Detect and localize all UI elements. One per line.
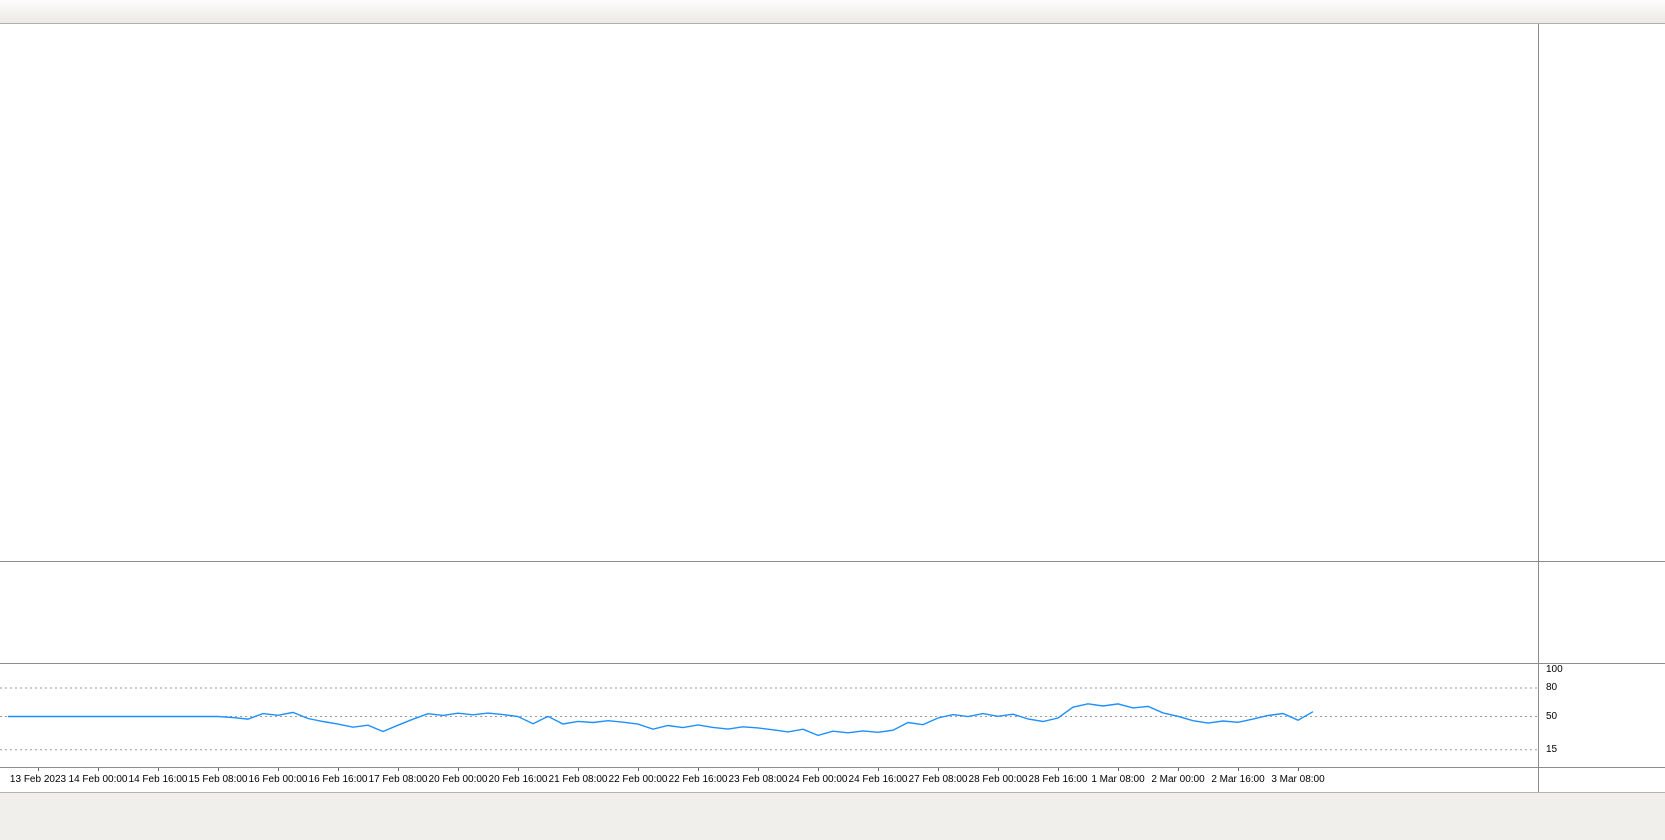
time-axis-label: 3 Mar 08:00: [1271, 774, 1325, 785]
pane-separator[interactable]: [0, 561, 1665, 562]
rsi-axis-label-100: 100: [1546, 664, 1563, 675]
price-axis[interactable]: 100 80 50 15: [1539, 24, 1665, 792]
time-axis-tick: [278, 768, 279, 771]
time-axis-label: 24 Feb 00:00: [788, 774, 848, 785]
time-axis-label: 27 Feb 08:00: [908, 774, 968, 785]
rsi-line: [8, 703, 1314, 737]
time-axis-tick: [518, 768, 519, 771]
price-chart-pane[interactable]: [0, 24, 1538, 561]
time-axis-tick: [878, 768, 879, 771]
time-axis-tick: [758, 768, 759, 771]
time-axis-tick: [818, 768, 819, 771]
time-axis-label: 24 Feb 16:00: [848, 774, 908, 785]
time-axis[interactable]: 13 Feb 2023 14 Feb 00:00 14 Feb 16:00 15 Fe…: [0, 768, 1538, 792]
time-axis-label: 16 Feb 16:00: [308, 774, 368, 785]
time-axis-tick: [158, 768, 159, 771]
price-chart-canvas: [0, 24, 1538, 561]
time-axis-tick: [1058, 768, 1059, 771]
time-axis-label: 28 Feb 00:00: [968, 774, 1028, 785]
time-axis-label: 1 Mar 08:00: [1091, 774, 1145, 785]
rsi-axis-label-50: 50: [1546, 711, 1558, 722]
time-axis-tick: [638, 768, 639, 771]
time-axis-tick: [398, 768, 399, 771]
time-axis-tick: [98, 768, 99, 771]
time-axis-label: 20 Feb 00:00: [428, 774, 488, 785]
time-axis-label: 14 Feb 16:00: [128, 774, 188, 785]
time-axis-tick: [998, 768, 999, 771]
time-axis-tick: [698, 768, 699, 771]
pane-separator[interactable]: [0, 663, 1665, 664]
time-axis-tick: [578, 768, 579, 771]
rsi-canvas: [0, 687, 1538, 751]
time-axis-tick: [218, 768, 219, 771]
time-axis-label: 2 Mar 16:00: [1211, 774, 1265, 785]
time-axis-label: 17 Feb 08:00: [368, 774, 428, 785]
bottom-spacer: [0, 793, 1665, 840]
time-axis-label: 15 Feb 08:00: [188, 774, 248, 785]
time-axis-tick: [1298, 768, 1299, 771]
time-axis-label: 22 Feb 16:00: [668, 774, 728, 785]
macd-indicator-pane[interactable]: [0, 562, 1538, 663]
time-axis-label: 16 Feb 00:00: [248, 774, 308, 785]
time-axis-label: 28 Feb 16:00: [1028, 774, 1088, 785]
time-axis-tick: [938, 768, 939, 771]
time-axis-label: 13 Feb 2023: [9, 774, 67, 785]
time-axis-label: 23 Feb 08:00: [728, 774, 788, 785]
time-axis-tick: [1238, 768, 1239, 771]
time-axis-tick: [458, 768, 459, 771]
time-axis-label: 21 Feb 08:00: [548, 774, 608, 785]
time-axis-tick: [338, 768, 339, 771]
macd-canvas: [0, 562, 1538, 663]
window-edge: [0, 792, 1665, 793]
time-axis-tick: [1118, 768, 1119, 771]
time-axis-label: 22 Feb 00:00: [608, 774, 668, 785]
time-axis-label: 14 Feb 00:00: [68, 774, 128, 785]
time-axis-label: 20 Feb 16:00: [488, 774, 548, 785]
time-axis-tick: [1178, 768, 1179, 771]
rsi-axis-label-80: 80: [1546, 682, 1558, 693]
axis-border: [1538, 24, 1539, 792]
rsi-axis-label-15: 15: [1546, 744, 1558, 755]
rsi-indicator-pane[interactable]: [0, 664, 1538, 767]
toolbar: [0, 0, 1665, 24]
pane-separator: [0, 767, 1665, 768]
time-axis-label: 2 Mar 00:00: [1151, 774, 1205, 785]
time-axis-tick: [38, 768, 39, 771]
